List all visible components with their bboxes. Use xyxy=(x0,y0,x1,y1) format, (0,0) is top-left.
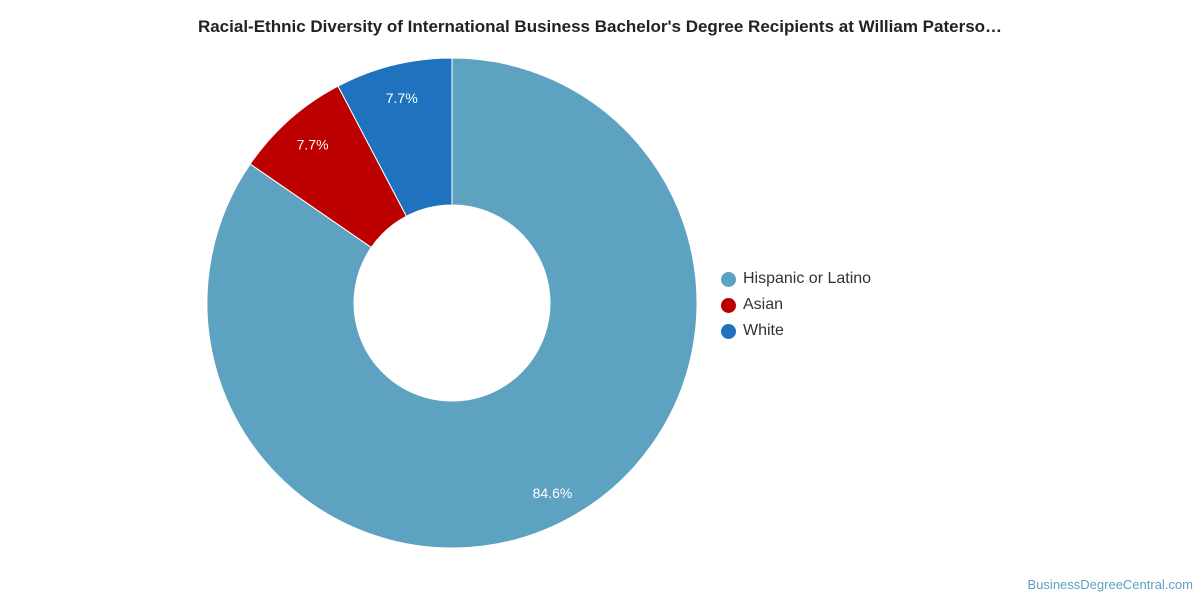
legend-label: Hispanic or Latino xyxy=(743,270,872,287)
source-watermark[interactable]: BusinessDegreeCentral.com xyxy=(1027,577,1193,592)
legend-item-hispanic-or-latino[interactable]: Hispanic or Latino xyxy=(721,266,871,292)
legend-swatch-hispanic-or-latino xyxy=(721,271,736,287)
slice-white[interactable] xyxy=(337,57,453,217)
legend-label: White xyxy=(743,322,784,339)
chart-legend: Hispanic or Latino Asian White xyxy=(721,266,871,344)
slices-group xyxy=(206,57,698,549)
legend-swatch-asian xyxy=(721,297,736,313)
slice-label-hispanic-or-latino: 84.6% xyxy=(533,485,573,501)
chart-title: Racial-Ethnic Diversity of International… xyxy=(197,17,1003,36)
slice-labels-group: 84.6% 7.7% 7.7% xyxy=(297,90,573,501)
slice-hispanic-or-latino[interactable] xyxy=(206,57,698,549)
legend-swatch-white xyxy=(721,323,736,339)
legend-item-white[interactable]: White xyxy=(721,318,871,344)
slice-label-asian: 7.7% xyxy=(297,137,329,153)
legend-item-asian[interactable]: Asian xyxy=(721,292,871,318)
legend-label: Asian xyxy=(743,296,784,313)
slice-label-white: 7.7% xyxy=(386,90,418,106)
